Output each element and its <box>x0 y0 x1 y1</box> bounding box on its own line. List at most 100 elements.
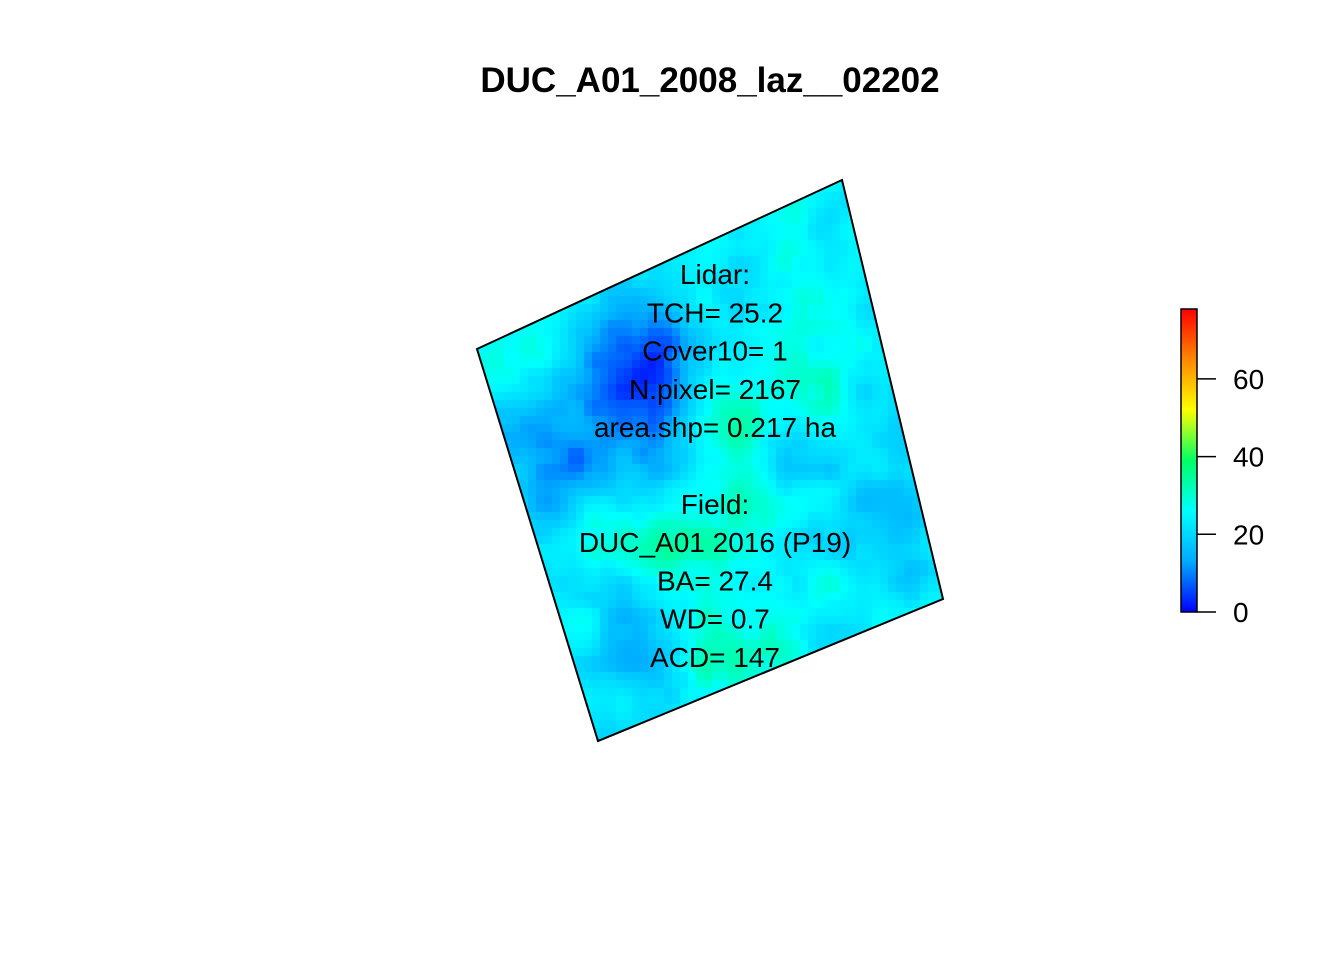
raster-cell <box>520 616 528 624</box>
raster-cell <box>624 648 632 656</box>
raster-cell <box>616 256 624 264</box>
raster-cell <box>664 240 672 248</box>
raster-cell <box>864 320 872 328</box>
raster-cell <box>712 216 720 224</box>
raster-cell <box>720 568 728 576</box>
raster-cell <box>848 544 856 552</box>
raster-cell <box>784 192 792 200</box>
raster-cell <box>792 592 800 600</box>
raster-cell <box>808 216 816 224</box>
raster-cell <box>792 200 800 208</box>
raster-cell <box>768 632 776 640</box>
raster-cell <box>696 208 704 216</box>
raster-cell <box>544 304 552 312</box>
raster-cell <box>488 256 496 264</box>
raster-cell <box>504 336 512 344</box>
raster-cell <box>888 656 896 664</box>
raster-cell <box>864 360 872 368</box>
raster-cell <box>928 672 936 680</box>
raster-cell <box>544 192 552 200</box>
raster-cell <box>576 472 584 480</box>
raster-cell <box>656 384 664 392</box>
raster-cell <box>760 352 768 360</box>
raster-cell <box>544 552 552 560</box>
raster-cell <box>760 520 768 528</box>
raster-cell <box>552 576 560 584</box>
raster-cell <box>528 288 536 296</box>
raster-cell <box>600 672 608 680</box>
raster-cell <box>848 296 856 304</box>
raster-cell <box>824 584 832 592</box>
raster-cell <box>544 416 552 424</box>
raster-cell <box>880 520 888 528</box>
raster-cell <box>704 568 712 576</box>
raster-cell <box>477 544 480 552</box>
raster-cell <box>856 744 864 752</box>
raster-cell <box>560 184 568 192</box>
raster-cell <box>592 352 600 360</box>
raster-cell <box>632 200 640 208</box>
raster-cell <box>632 496 640 504</box>
raster-cell <box>672 432 680 440</box>
raster-cell <box>760 384 768 392</box>
raster-cell <box>840 224 848 232</box>
raster-cell <box>848 560 856 568</box>
raster-cell <box>912 720 920 728</box>
raster-cell <box>856 368 864 376</box>
raster-cell <box>480 448 488 456</box>
raster-cell <box>608 744 616 752</box>
raster-cell <box>792 400 800 408</box>
raster-cell <box>576 584 584 592</box>
raster-cell <box>488 192 496 200</box>
raster-cell <box>544 272 552 280</box>
raster-cell <box>576 368 584 376</box>
raster-cell <box>477 624 480 632</box>
raster-cell <box>640 576 648 584</box>
raster-cell <box>640 464 648 472</box>
raster-cell <box>688 504 696 512</box>
raster-cell <box>784 656 792 664</box>
raster-cell <box>584 376 592 384</box>
raster-cell <box>816 464 824 472</box>
raster-cell <box>768 744 776 752</box>
raster-cell <box>624 608 632 616</box>
raster-cell <box>792 584 800 592</box>
raster-cell <box>552 728 560 736</box>
raster-cell <box>888 448 896 456</box>
raster-cell <box>624 544 632 552</box>
raster-cell <box>712 512 720 520</box>
raster-cell <box>656 344 664 352</box>
raster-cell <box>544 472 552 480</box>
raster-cell <box>840 520 848 528</box>
raster-cell <box>504 312 512 320</box>
raster-cell <box>776 208 784 216</box>
raster-cell <box>504 736 512 741</box>
raster-cell <box>608 288 616 296</box>
raster-cell <box>624 336 632 344</box>
raster-cell <box>608 704 616 712</box>
raster-cell <box>520 696 528 704</box>
raster-cell <box>672 680 680 688</box>
raster-cell <box>728 432 736 440</box>
raster-cell <box>944 496 952 504</box>
raster-cell <box>736 312 744 320</box>
raster-cell <box>616 200 624 208</box>
raster-cell <box>656 616 664 624</box>
raster-cell <box>912 592 920 600</box>
raster-cell <box>728 184 736 192</box>
raster-cell <box>912 432 920 440</box>
raster-cell <box>784 672 792 680</box>
raster-cell <box>832 680 840 688</box>
raster-cell <box>920 704 928 712</box>
raster-cell <box>552 328 560 336</box>
raster-cell <box>640 616 648 624</box>
raster-cell <box>624 424 632 432</box>
raster-cell <box>584 272 592 280</box>
raster-cell <box>648 496 656 504</box>
raster-cell <box>928 280 936 288</box>
raster-cell <box>592 184 600 192</box>
raster-cell <box>504 360 512 368</box>
raster-cell <box>688 448 696 456</box>
raster-cell <box>648 400 656 408</box>
raster-cell <box>477 488 480 496</box>
